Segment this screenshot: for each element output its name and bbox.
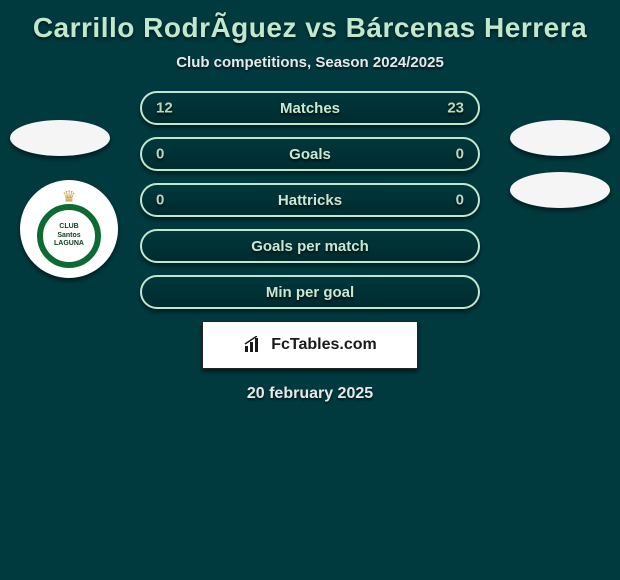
stat-row-goals: 0 Goals 0	[140, 137, 480, 171]
stat-row-min-per-goal: Min per goal	[140, 275, 480, 309]
stat-value-left: 0	[156, 146, 164, 163]
date-text: 20 february 2025	[10, 369, 610, 403]
brand-box: FcTables.com	[202, 321, 418, 369]
stat-value-left: 0	[156, 192, 164, 209]
stat-value-right: 0	[456, 146, 464, 163]
stat-label: Min per goal	[266, 284, 354, 301]
page-title: Carrillo RodrÃ­guez vs Bárcenas Herrera	[0, 0, 620, 48]
stat-row-matches: 12 Matches 23	[140, 91, 480, 125]
stat-row-hattricks: 0 Hattricks 0	[140, 183, 480, 217]
stat-label: Hattricks	[278, 192, 342, 209]
stat-value-left: 12	[156, 100, 173, 117]
stat-label: Matches	[280, 100, 340, 117]
brand-text: FcTables.com	[271, 336, 377, 354]
bar-chart-icon	[243, 336, 265, 354]
stat-label: Goals per match	[251, 238, 369, 255]
stat-value-right: 23	[447, 100, 464, 117]
stat-row-goals-per-match: Goals per match	[140, 229, 480, 263]
page-subtitle: Club competitions, Season 2024/2025	[0, 48, 620, 91]
stat-rows: 12 Matches 23 0 Goals 0 0 Hattricks 0 Go…	[140, 91, 480, 309]
stat-value-right: 0	[456, 192, 464, 209]
stat-label: Goals	[289, 146, 331, 163]
comparison-area: 12 Matches 23 0 Goals 0 0 Hattricks 0 Go…	[0, 91, 620, 403]
